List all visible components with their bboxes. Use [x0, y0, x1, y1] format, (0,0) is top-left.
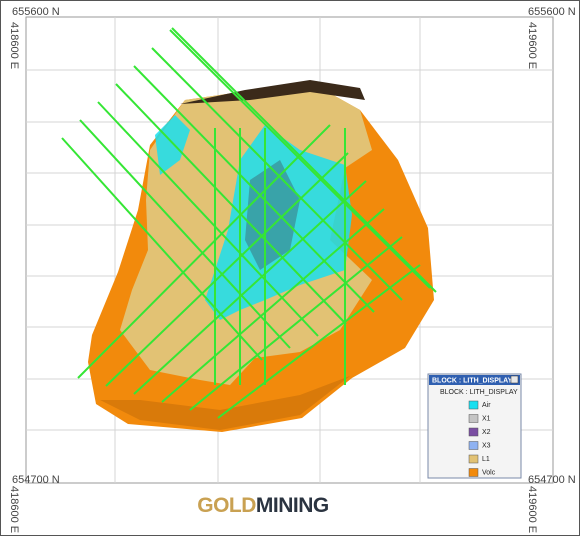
coord-label: 655600 N [12, 6, 60, 18]
drill-line [171, 27, 437, 293]
drill-line [61, 137, 263, 361]
logo-gold: GOLD [197, 494, 256, 517]
legend-window: BLOCK : LITH_DISPLAY BLOCK : LITH_DISPLA… [427, 373, 522, 479]
logo-mining: MINING [256, 494, 329, 517]
legend-swatch [468, 400, 479, 410]
legend-label: X2 [482, 429, 491, 436]
legend-swatch [468, 427, 479, 437]
drill-lines [61, 27, 437, 419]
legend-label: X3 [482, 442, 491, 449]
legend-subtitle: BLOCK : LITH_DISPLAY [440, 389, 518, 396]
drill-line [217, 264, 421, 419]
drill-line [105, 152, 349, 387]
drill-line [133, 65, 375, 313]
coord-label: 419600 E [526, 486, 538, 533]
legend-titlebar [429, 375, 520, 385]
legend-label: Volc [482, 469, 496, 476]
coord-label: 418600 E [8, 486, 20, 533]
coord-label: 654700 N [528, 474, 576, 486]
drill-line [169, 29, 431, 289]
drill-line [133, 180, 367, 395]
drill-line [77, 124, 331, 379]
legend-swatch [468, 468, 479, 477]
legend-items: Air X1 X2 X3 L1 Volc [468, 400, 496, 477]
legend-swatch [468, 441, 479, 450]
block-model [88, 80, 434, 432]
coord-label: 655600 N [528, 6, 576, 18]
drill-line [79, 119, 291, 349]
legend-swatch [468, 454, 479, 464]
coord-label: 419600 E [526, 22, 538, 69]
legend-swatch [468, 414, 479, 423]
drill-line [115, 83, 347, 325]
coord-label: 418600 E [8, 22, 20, 69]
coord-label: 654700 N [12, 474, 60, 486]
drill-line [189, 236, 403, 411]
logo: GOLDMINING [197, 494, 329, 517]
close-button[interactable] [510, 375, 519, 384]
drill-line [151, 47, 403, 301]
legend-title: BLOCK : LITH_DISPLAY [432, 377, 513, 384]
legend-label: X1 [482, 415, 491, 422]
legend-label: L1 [482, 456, 490, 463]
legend-label: Air [482, 402, 491, 409]
drill-line [161, 208, 385, 403]
